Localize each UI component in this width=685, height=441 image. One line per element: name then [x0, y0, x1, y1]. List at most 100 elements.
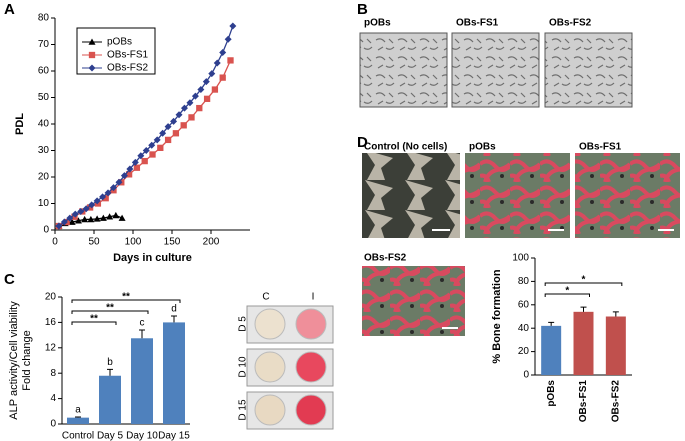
image-label: OBs-FS2 [364, 253, 407, 264]
bar-letter: d [171, 304, 177, 315]
y-tick-label: 8 [50, 368, 56, 379]
marker [99, 214, 107, 221]
marker [133, 164, 141, 171]
panel-label: B [357, 1, 368, 18]
y-tick-label: 40 [518, 323, 530, 334]
micrograph [465, 153, 570, 238]
error-bar [107, 368, 113, 376]
marker [202, 78, 210, 86]
bar [163, 322, 185, 424]
legend-box [76, 27, 156, 75]
marker [125, 171, 133, 178]
marker [137, 152, 145, 160]
marker [164, 123, 172, 131]
marker [131, 158, 139, 166]
marker [93, 197, 101, 205]
x-tick-label: 0 [52, 237, 58, 248]
micrograph [362, 266, 465, 336]
marker [71, 210, 79, 218]
x-tick-label: Day 5 [97, 431, 124, 441]
image-label: OBs-FS1 [579, 142, 622, 153]
y-tick-label: 20 [38, 172, 50, 183]
y-axis-title: Fold change [21, 330, 33, 391]
y-tick-label: 100 [512, 253, 529, 264]
y-tick-label: 30 [38, 145, 50, 156]
bar [573, 311, 594, 375]
marker [99, 193, 107, 201]
plate-row-label: D 10 [238, 356, 249, 378]
image-label: OBs-FS2 [549, 18, 592, 29]
well [254, 394, 286, 426]
bar [99, 375, 121, 424]
marker [180, 122, 187, 129]
significance-label: ** [106, 303, 114, 314]
marker [159, 129, 167, 137]
marker [87, 215, 95, 223]
marker [118, 214, 126, 221]
y-tick-label: 80 [38, 13, 50, 24]
micrograph [451, 32, 540, 108]
y-tick-label: 40 [38, 119, 50, 130]
marker [172, 130, 180, 137]
y-tick-label: 10 [38, 198, 50, 209]
plate-row-label: D 15 [238, 399, 249, 421]
marker [66, 214, 74, 222]
x-tick-label: 100 [125, 237, 142, 248]
y-tick-label: 20 [518, 346, 530, 357]
error-bar [171, 315, 177, 323]
marker [104, 189, 112, 197]
image-label: Control (No cells) [364, 142, 447, 153]
error-bar [139, 329, 145, 339]
panel-label: A [4, 1, 15, 18]
marker [186, 99, 194, 107]
marker [112, 211, 120, 219]
y-axis-title: PDL [14, 113, 26, 135]
significance-label: ** [90, 314, 98, 325]
panel-label: C [4, 271, 15, 288]
well [254, 351, 286, 383]
plate-column-label: C [262, 292, 269, 303]
marker [120, 172, 128, 180]
significance-label: * [565, 286, 569, 297]
marker [68, 218, 76, 225]
marker [141, 157, 148, 165]
significance-line [71, 299, 181, 303]
y-tick-label: 60 [38, 66, 50, 77]
marker [164, 136, 172, 144]
error-bar [548, 321, 555, 326]
significance-line [544, 293, 590, 297]
bar [131, 338, 153, 424]
marker [153, 136, 161, 144]
legend-label: pOBs [107, 37, 132, 48]
y-tick-label: 50 [38, 92, 50, 103]
panel-label: D [357, 134, 368, 151]
marker [126, 165, 134, 173]
plate: C I D 5 D 10 D 15 [238, 292, 334, 430]
plate-row-label: D 5 [238, 316, 249, 332]
significance-line [71, 310, 149, 314]
error-bar [612, 311, 619, 317]
marker [219, 74, 226, 81]
marker [149, 151, 156, 158]
marker [191, 92, 199, 100]
marker [180, 104, 188, 112]
bar [67, 417, 89, 424]
series-line [58, 60, 232, 227]
error-bar [75, 416, 81, 418]
significance-line [544, 282, 623, 286]
bar-letter: a [75, 405, 81, 416]
y-axis-title: ALP activity/Cell viability [8, 301, 20, 420]
marker [115, 178, 123, 186]
marker [203, 95, 211, 102]
marker [93, 215, 101, 222]
marker [224, 35, 232, 43]
bar [541, 325, 562, 375]
well [295, 351, 327, 383]
marker [148, 141, 156, 149]
y-tick-label: 16 [45, 317, 57, 328]
marker [88, 51, 96, 59]
marker [197, 86, 205, 94]
y-tick-label: 20 [45, 292, 57, 303]
marker [213, 59, 221, 67]
marker [106, 213, 114, 220]
